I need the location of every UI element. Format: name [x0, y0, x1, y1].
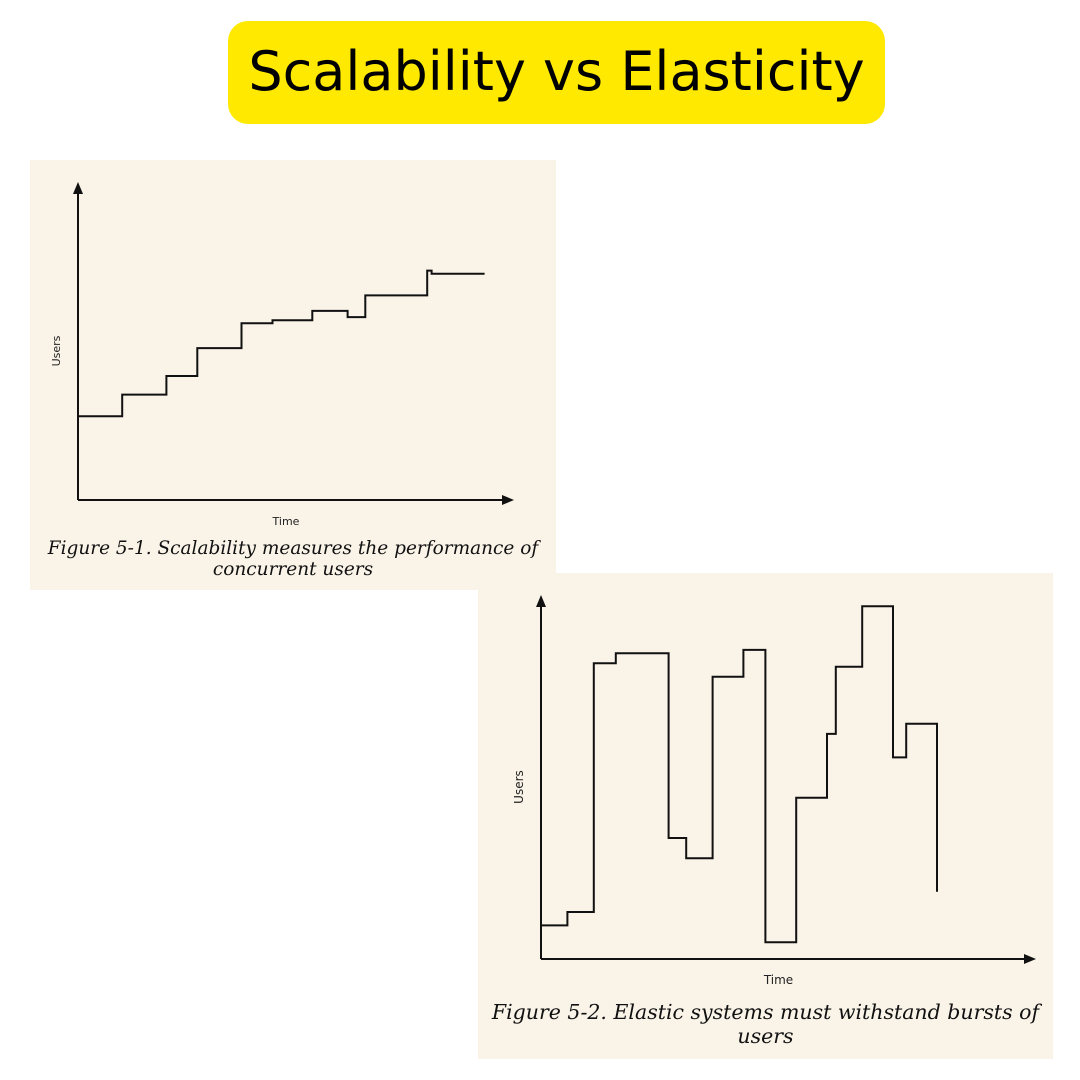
- elasticity-caption-line-2: users: [737, 1023, 794, 1048]
- elasticity-chart: Time Users: [512, 595, 1036, 987]
- figure-scalability: Time Users Figure 5-1. Scalability measur…: [30, 160, 556, 590]
- scalability-y-axis-arrow: [73, 182, 83, 194]
- title-banner: Scalability vs Elasticity: [228, 21, 885, 124]
- page-title: Scalability vs Elasticity: [248, 39, 865, 103]
- elasticity-y-axis-arrow: [536, 595, 546, 607]
- elasticity-caption-line-1: Figure 5-2. Elastic systems must withsta…: [491, 1000, 1040, 1024]
- figure-elasticity: Time Users Figure 5-2. Elastic systems mu…: [478, 573, 1053, 1059]
- scalability-x-axis-label: Time: [272, 515, 300, 528]
- scalability-caption-line-1: Figure 5-1. Scalability measures the per…: [47, 538, 539, 559]
- scalability-caption: Figure 5-1. Scalability measures the per…: [30, 538, 556, 581]
- scalability-chart: Time Users: [50, 182, 514, 528]
- scalability-y-axis-label: Users: [50, 335, 63, 366]
- elasticity-x-axis-arrow: [1024, 954, 1036, 964]
- scalability-x-axis-arrow: [502, 495, 514, 505]
- elasticity-caption: Figure 5-2. Elastic systems must withsta…: [478, 1000, 1053, 1048]
- scalability-series-line: [78, 269, 485, 418]
- elasticity-x-axis-label: Time: [763, 973, 793, 987]
- scalability-caption-line-2: concurrent users: [212, 559, 374, 581]
- elasticity-series-line: [541, 605, 938, 944]
- elasticity-y-axis-label: Users: [512, 770, 526, 804]
